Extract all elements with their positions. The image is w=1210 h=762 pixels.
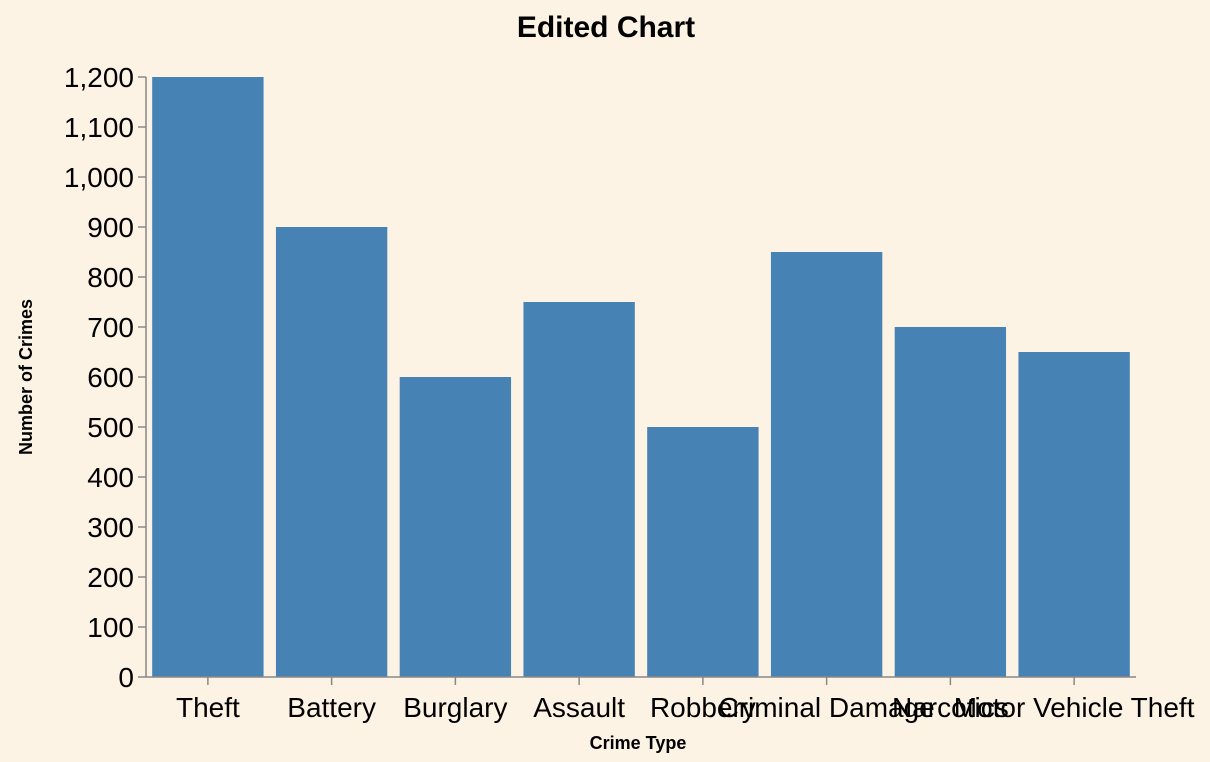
bar-assault	[523, 302, 635, 677]
y-tick-label: 700	[87, 312, 134, 343]
y-tick-label: 100	[87, 612, 134, 643]
bar-theft	[152, 77, 264, 677]
y-axis-title: Number of Crimes	[16, 299, 36, 455]
x-tick-label: Burglary	[403, 692, 507, 723]
y-axis: 0 100 200 300 400 500 600 700 800 900 1,000 1,100 1,…	[64, 62, 146, 693]
y-tick-label: 1,000	[64, 162, 134, 193]
bar-narcotics	[894, 327, 1007, 677]
x-tick-label: Motor Vehicle Theft	[954, 692, 1195, 723]
x-tick-label: Robbery	[650, 692, 756, 723]
x-tick-label: Criminal Damage	[718, 692, 934, 723]
y-tick-label: 900	[87, 212, 134, 243]
x-tick-label: Assault	[533, 692, 625, 723]
x-axis-title: Crime Type	[590, 733, 687, 753]
x-tick-label: Theft	[176, 692, 240, 723]
y-tick-label: 300	[87, 512, 134, 543]
y-tick-label: 1,100	[64, 112, 134, 143]
y-tick-label: 500	[87, 412, 134, 443]
x-tick-label: Narcotics	[892, 692, 1009, 723]
x-tick-label: Battery	[287, 692, 376, 723]
bars	[152, 77, 1130, 677]
bar-burglary	[399, 377, 512, 677]
bar-criminal-damage	[770, 252, 883, 677]
y-tick-label: 800	[87, 262, 134, 293]
y-tick-label: 600	[87, 362, 134, 393]
x-axis: Theft Battery Burglary Assault RobberyCrimin…	[176, 677, 1195, 723]
y-tick-label: 0	[118, 662, 134, 693]
y-tick-label: 400	[87, 462, 134, 493]
y-tick-label: 200	[87, 562, 134, 593]
y-tick-label: 1,200	[64, 62, 134, 93]
bar-motor-vehicle-theft	[1018, 352, 1130, 677]
chart-title: Edited Chart	[517, 11, 695, 44]
bar-battery	[275, 227, 388, 677]
bar-robbery	[647, 427, 759, 677]
